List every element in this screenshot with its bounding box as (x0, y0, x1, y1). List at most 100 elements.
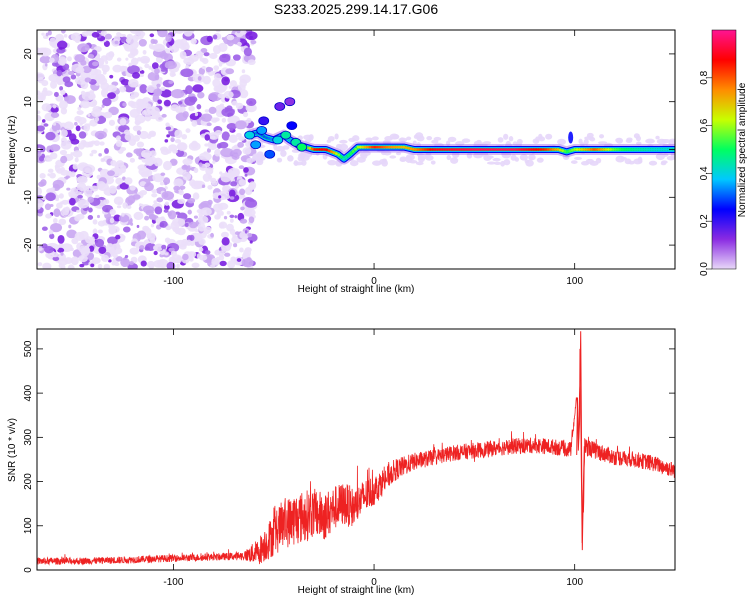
noise-blob (139, 130, 149, 140)
noise-blob (508, 136, 514, 142)
spectral-line-core (351, 150, 355, 153)
noise-blob (426, 135, 433, 141)
noise-blob (59, 149, 68, 156)
noise-blob (115, 135, 122, 141)
spectral-line-core (404, 146, 408, 149)
noise-blob (58, 193, 64, 199)
noise-blob (237, 136, 245, 141)
noise-blob (154, 206, 163, 215)
noise-blob (412, 140, 417, 146)
noise-blob (130, 222, 134, 226)
noise-blob (339, 139, 348, 144)
noise-blob (172, 149, 178, 154)
noise-blob (615, 137, 624, 144)
spectral-line-core (633, 148, 637, 151)
noise-blob (37, 90, 41, 96)
noise-blob (183, 30, 193, 37)
spectral-line-core (664, 148, 668, 151)
spectral-line-core (597, 148, 601, 151)
noise-blob (159, 250, 166, 256)
noise-blob (503, 159, 511, 166)
noise-blob (105, 208, 109, 212)
spectral-line-core (532, 148, 536, 151)
noise-blob (510, 154, 517, 161)
noise-blob (125, 37, 131, 44)
noise-blob (149, 150, 157, 157)
spectral-line-core (476, 148, 480, 151)
spectral-line-core (387, 145, 391, 149)
noise-blob (140, 260, 147, 267)
spectral-line-core (525, 148, 528, 151)
noise-blob (146, 232, 156, 241)
noise-blob (82, 141, 92, 148)
noise-blob (406, 136, 412, 141)
noise-blob (57, 247, 65, 253)
noise-blob (628, 160, 635, 165)
noise-blob (167, 210, 177, 220)
noise-blob (164, 60, 177, 70)
noise-blob (136, 105, 144, 112)
spectral-line-core (269, 137, 273, 141)
noise-blob (37, 203, 41, 210)
noise-blob (189, 234, 195, 241)
noise-blob (80, 247, 90, 257)
spectral-line-core (573, 148, 577, 151)
noise-blob (119, 117, 127, 126)
noise-blob (668, 138, 675, 143)
spectral-line-core (445, 148, 449, 151)
noise-blob (165, 225, 172, 231)
noise-blob (243, 47, 252, 57)
noise-blob (239, 78, 248, 88)
noise-blob (129, 247, 140, 255)
noise-blob (227, 167, 240, 178)
spectral-line-core (566, 150, 569, 154)
noise-blob (235, 102, 244, 110)
spectral-blob (244, 130, 256, 140)
noise-blob (532, 138, 540, 144)
noise-blob (56, 69, 63, 77)
y-tick-label: 200 (23, 473, 34, 490)
noise-blob (81, 164, 96, 174)
spectral-line-core (450, 148, 454, 151)
spectral-line-core (426, 148, 430, 151)
noise-blob (241, 69, 246, 74)
noise-blob (223, 90, 234, 99)
noise-blob (445, 140, 451, 147)
noise-blob (91, 109, 102, 118)
noise-blob (107, 92, 116, 99)
spectral-line-core (448, 148, 451, 151)
noise-blob (497, 137, 504, 143)
noise-blob (130, 57, 139, 66)
noise-blob (648, 160, 658, 166)
noise-blob (95, 82, 100, 86)
spectral-line-core (534, 148, 538, 151)
noise-blob (466, 152, 473, 159)
snr-y-label: SNR (10 * v/v) (7, 418, 18, 482)
noise-blob (174, 129, 183, 139)
spectral-line-core (356, 145, 360, 149)
spectral-line-core (619, 148, 622, 151)
noise-blob (52, 256, 60, 262)
noise-blob (244, 173, 248, 177)
noise-blob (243, 55, 249, 62)
noise-blob (41, 226, 48, 231)
noise-blob (204, 109, 210, 113)
noise-blob (239, 194, 246, 199)
y-tick-label: 0 (23, 567, 34, 573)
spectral-line-core (527, 148, 531, 151)
noise-blob (114, 262, 120, 267)
noise-blob (88, 245, 95, 252)
noise-blob (72, 163, 79, 170)
spectral-line-core (599, 148, 603, 151)
noise-blob (100, 30, 107, 36)
noise-blob (188, 105, 195, 112)
noise-blob (229, 214, 235, 218)
noise-blob (164, 181, 168, 186)
noise-blob (70, 256, 79, 266)
noise-blob (60, 30, 66, 34)
noise-blob (276, 157, 283, 163)
noise-blob (626, 137, 633, 142)
noise-blob (221, 54, 227, 58)
noise-blob (75, 125, 81, 132)
noise-blob (301, 159, 307, 166)
